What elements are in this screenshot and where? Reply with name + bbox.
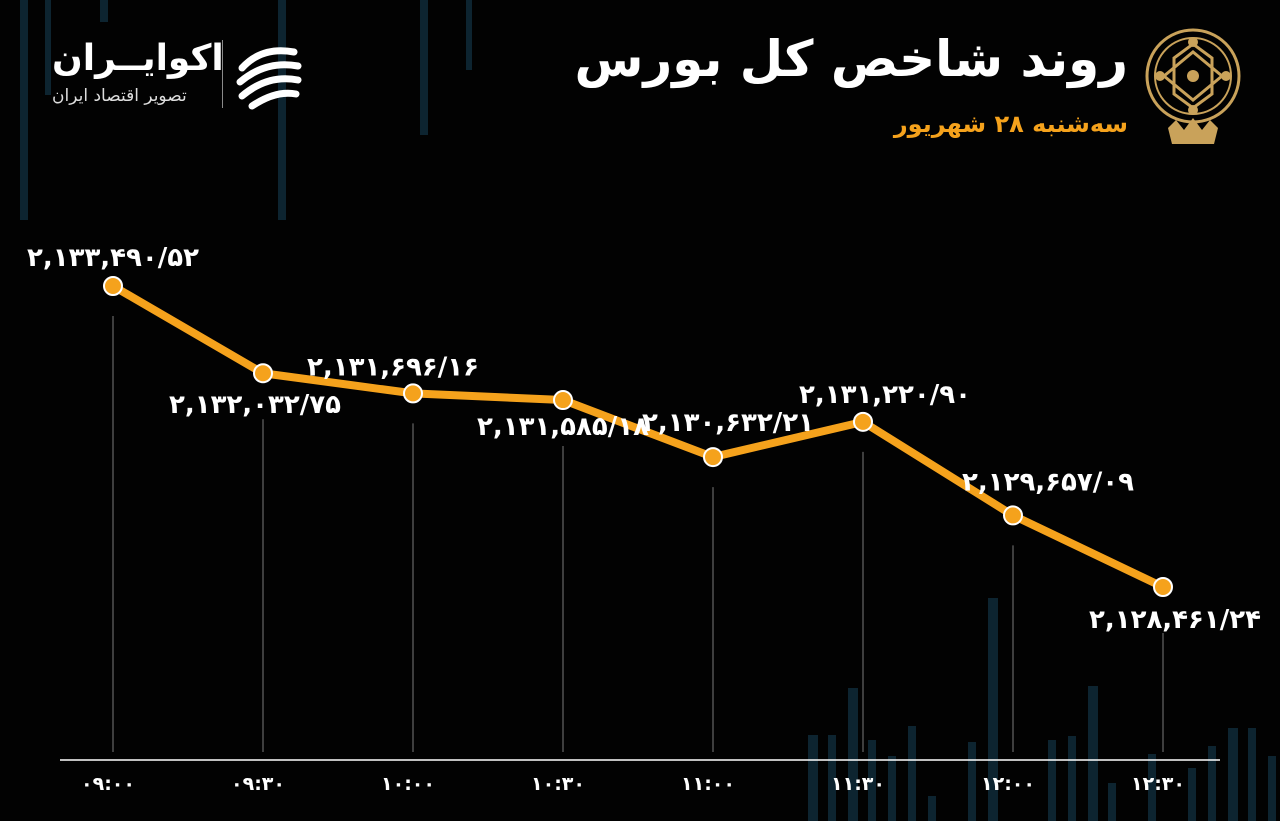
decor-bar: [278, 0, 286, 220]
value-label: ۲,۱۳۲,۰۳۲/۷۵: [169, 390, 341, 420]
value-label: ۲,۱۳۱,۶۹۶/۱۶: [307, 352, 479, 382]
x-tick-label: ۱۰:۰۰: [381, 773, 435, 795]
decor-bar: [1188, 768, 1196, 821]
decor-bar: [928, 796, 936, 821]
decor-bar: [908, 726, 916, 821]
decor-bar: [420, 0, 428, 135]
decor-bar: [1148, 754, 1156, 821]
decor-bar: [988, 598, 998, 821]
x-tick-label: ۰۹:۳۰: [231, 773, 285, 795]
brand-name: اکوایــران: [52, 38, 224, 79]
decor-bar: [888, 756, 896, 821]
vertical-guide-lines: [112, 316, 1164, 752]
decor-bar: [1208, 746, 1216, 821]
x-tick-label: ۱۰:۳۰: [531, 773, 585, 795]
brand-divider: [222, 40, 223, 108]
value-label: ۲,۱۲۸,۴۶۱/۲۴: [1089, 605, 1261, 635]
decor-bar: [828, 735, 836, 821]
decor-bar: [848, 688, 858, 821]
value-label: ۲,۱۳۰,۶۳۲/۲۱: [642, 408, 814, 438]
decor-bar: [1048, 740, 1056, 821]
decor-bar: [100, 0, 108, 22]
x-tick-label: ۰۹:۰۰: [81, 773, 135, 795]
data-point-marker: [853, 411, 873, 432]
value-label: ۲,۱۳۳,۴۹۰/۵۲: [27, 243, 199, 273]
decor-bar: [1228, 728, 1238, 821]
x-tick-labels: ۰۹:۰۰ ۰۹:۳۰ ۱۰:۰۰ ۱۰:۳۰ ۱۱:۰۰ ۱۱:۳۰ ۱۲:۰۰ ۱۲:۳۰: [81, 773, 1185, 795]
x-tick-label: ۱۲:۳۰: [1131, 773, 1185, 795]
value-label: ۲,۱۳۱,۵۸۵/۱۸: [477, 412, 649, 442]
index-line: [109, 282, 1167, 591]
decor-bar: [1268, 756, 1276, 821]
brand-tagline: تصویر اقتصاد ایران: [52, 86, 187, 106]
decor-bar: [20, 0, 28, 220]
decor-bar: [1248, 728, 1256, 821]
stock-exchange-emblem-icon: [1145, 28, 1241, 144]
x-tick-label: ۱۱:۳۰: [831, 773, 885, 795]
value-label: ۲,۱۲۹,۶۵۷/۰۹: [962, 467, 1134, 497]
decor-bar: [968, 742, 976, 821]
decor-bar: [868, 740, 876, 821]
data-point-marker: [553, 390, 573, 411]
ekoiran-logo-icon: [236, 47, 302, 110]
decor-bar: [45, 0, 51, 95]
decor-bar: [1088, 686, 1098, 821]
value-label: ۲,۱۳۱,۲۲۰/۹۰: [799, 380, 971, 410]
data-point-marker: [1153, 577, 1173, 597]
data-point-marker: [703, 447, 723, 468]
value-labels: ۲,۱۳۳,۴۹۰/۵۲ ۲,۱۳۲,۰۳۲/۷۵ ۲,۱۳۱,۶۹۶/۱۶ ۲,۱۳…: [27, 243, 1261, 635]
x-tick-label: ۱۲:۰۰: [981, 773, 1035, 795]
data-point-marker: [253, 363, 273, 384]
data-point-marker: [103, 276, 123, 296]
decor-bar: [808, 735, 818, 821]
chart-date-subtitle: سه‌شنبه ۲۸ شهریور: [893, 110, 1128, 138]
decorative-background-bars: [20, 0, 1276, 821]
decor-bar: [1108, 783, 1116, 821]
data-point-marker: [1003, 505, 1023, 526]
data-point-marker: [403, 383, 423, 404]
decor-bar: [1068, 736, 1076, 821]
chart-title: روند شاخص کل بورس: [574, 30, 1128, 88]
decor-bar: [466, 0, 472, 70]
x-tick-label: ۱۱:۰۰: [681, 773, 735, 795]
data-points: [103, 276, 1173, 597]
